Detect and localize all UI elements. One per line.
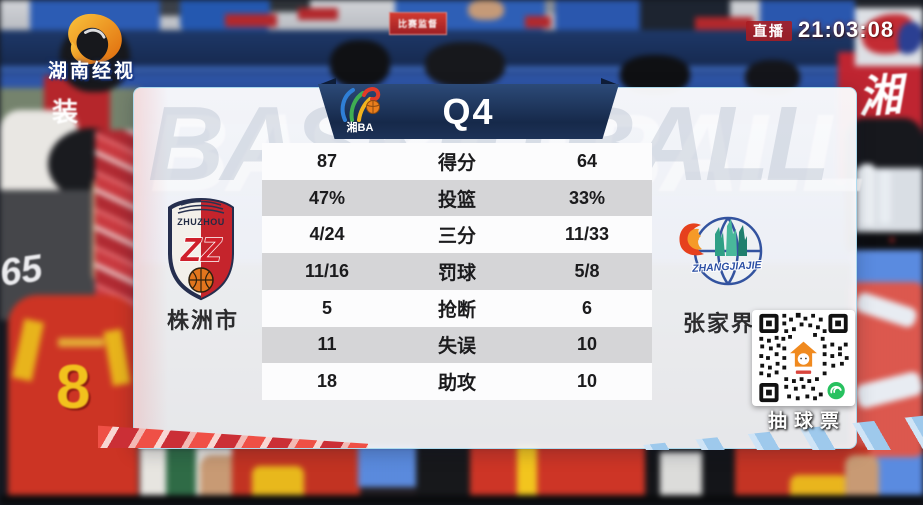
stat-home-value: 18 — [316, 371, 338, 392]
stat-away-value: 33% — [568, 187, 606, 208]
home-crest-initials: ZZ — [180, 231, 223, 268]
stats-table: 87 得分 64 47% 投篮 33% 4/24 三分 11/33 11/16 … — [262, 143, 652, 401]
stat-away-value: 10 — [576, 371, 598, 392]
jersey-yellow-stripe — [517, 445, 537, 505]
stat-row: 87 得分 64 — [262, 143, 652, 180]
supervisor-sign: 比赛监督 — [389, 12, 447, 35]
home-team-name: 株洲市 — [166, 308, 239, 333]
stat-home-value: 5 — [321, 297, 332, 318]
broadcast-clock: 21:03:08 — [798, 17, 895, 42]
home-team-crest: ZHUZHOU ZZ — [168, 197, 234, 301]
qr-finder-patterns — [759, 313, 848, 403]
backdrop-char-left: 装 — [52, 97, 79, 127]
stat-label: 失误 — [437, 336, 476, 358]
header-fold-right — [601, 78, 619, 85]
qr-code-graphic — [759, 312, 849, 403]
stat-row: 18 助攻 10 — [262, 363, 652, 401]
card-left-tint — [134, 88, 168, 448]
official-skin-blob — [468, 0, 504, 20]
spectator-hair — [425, 42, 505, 88]
jersey-number-65: 65 — [0, 247, 45, 295]
desk-plaque-red — [695, 17, 753, 31]
stat-away-value: 6 — [581, 297, 592, 318]
stat-label: 得分 — [437, 152, 476, 174]
channel-name: 湖南经视 — [47, 61, 136, 82]
away-team-name: 张家界 — [682, 311, 755, 336]
bottom-black-bar — [0, 495, 923, 505]
qr-code-panel — [752, 310, 855, 406]
supervisor-sign-text: 比赛监督 — [397, 19, 438, 29]
away-team-crest: ZHANGJIAJIE — [679, 216, 764, 286]
qr-modules — [759, 312, 849, 401]
stat-home-value: 11 — [317, 334, 337, 355]
jersey-number-8: 8 — [56, 353, 91, 422]
desk-plaque-red — [298, 8, 338, 20]
stat-label: 助攻 — [437, 373, 476, 395]
qr-cta-label: 抽球票 — [767, 411, 846, 432]
league-logo-icon — [340, 87, 381, 122]
league-logo-label: 湘BA — [346, 122, 374, 134]
spectator-hair — [330, 40, 390, 88]
stat-away-value: 64 — [576, 150, 598, 171]
stat-label: 三分 — [437, 226, 476, 248]
desk-plaque-red — [225, 14, 277, 27]
backdrop-char-right: 湘 — [856, 70, 904, 123]
stat-home-value: 11/16 — [304, 261, 350, 282]
stat-label: 抢断 — [437, 299, 476, 321]
stat-away-value: 11/33 — [564, 224, 610, 245]
av-equipment — [852, 232, 923, 254]
desk-plaque-red — [525, 16, 551, 28]
stat-row: 5 抢断 6 — [262, 289, 652, 327]
led-patch-bottom — [358, 445, 416, 487]
away-crest-city-text: ZHANGJIAJIE — [691, 259, 763, 275]
equipment-red-light — [890, 238, 894, 242]
jersey-name-bar — [58, 338, 104, 347]
live-badge: 直播 — [746, 21, 792, 41]
channel-logo-icon — [68, 13, 122, 65]
water-bottle — [860, 164, 874, 226]
stat-row: 47% 投篮 33% — [262, 179, 652, 217]
period-label: Q4 — [442, 90, 495, 132]
stat-row: 11/16 罚球 5/8 — [262, 253, 652, 290]
stat-home-value: 87 — [316, 150, 338, 171]
stat-row: 4/24 三分 11/33 — [262, 216, 652, 254]
stat-row: 11 失误 10 — [262, 326, 652, 364]
stat-home-value: 47% — [308, 187, 346, 208]
stat-label: 罚球 — [437, 263, 476, 285]
stat-label: 投篮 — [437, 189, 476, 211]
header-fold-left — [318, 78, 336, 85]
qr-channels-icon — [825, 380, 847, 402]
home-crest-city-text: ZHUZHOU — [177, 217, 225, 227]
stat-away-value: 10 — [576, 334, 598, 355]
stat-away-value: 5/8 — [574, 261, 600, 282]
water-bottle — [879, 170, 891, 224]
qr-mascot-icon — [789, 340, 818, 374]
stat-home-value: 4/24 — [309, 224, 345, 245]
